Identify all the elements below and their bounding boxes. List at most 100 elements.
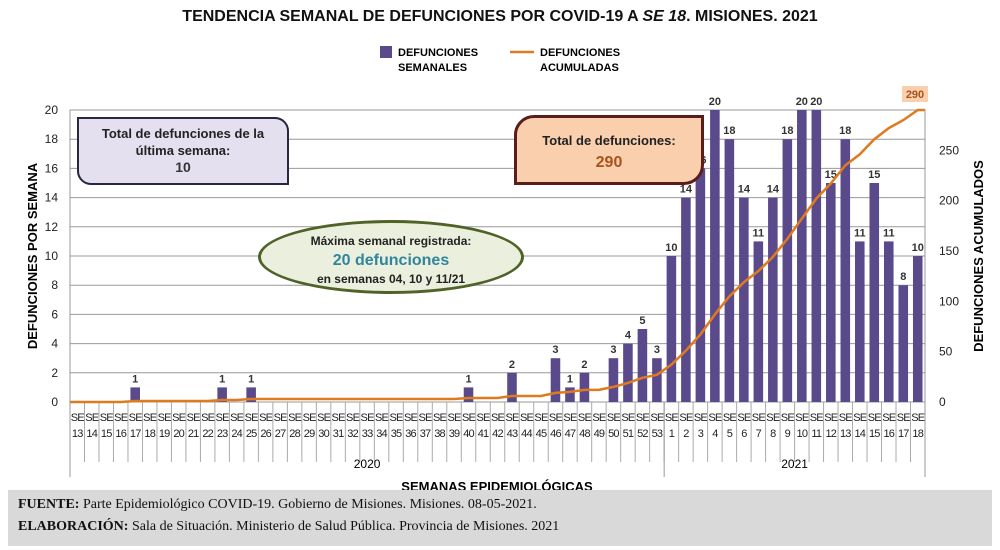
x-tick-label: 39 [449,428,460,440]
y-left-tick-label: 18 [45,132,59,146]
x-tick-label: 29 [304,428,315,440]
legend-label-weekly: DEFUNCIONES [398,47,478,59]
x-tick-label: 45 [536,428,547,440]
x-tick-label: 17 [898,428,909,440]
last-week-box: Total de defunciones de la última semana… [77,117,289,185]
bar [565,387,575,402]
x-tick-label: 15 [101,428,112,440]
bar [840,139,851,402]
bar [130,387,140,402]
bar [912,256,923,402]
bar-data-label: 4 [625,330,632,342]
x-tick-label: 3 [698,428,704,440]
max-weeks: en semanas 04, 10 y 11/21 [316,272,466,286]
x-tick-label: 41 [478,428,489,440]
y-left-tick-label: 12 [45,220,59,234]
x-tick-prefix: SE [781,412,795,424]
x-tick-prefix: SE [317,412,331,424]
bar [463,387,474,402]
x-tick-prefix: SE [361,412,375,424]
legend-label-cumulative: ACUMULADAS [540,62,619,74]
bar-data-label: 1 [248,373,254,385]
total-label: Total de defunciones: [542,133,676,148]
y-right-tick-label: 0 [939,395,946,409]
bar [681,197,691,402]
x-tick-label: 12 [825,428,836,440]
x-tick-prefix: SE [375,412,389,424]
x-tick-label: 30 [318,428,329,440]
x-tick-label: 18 [912,428,923,440]
legend-bar-swatch [380,46,392,58]
x-tick-label: 36 [405,428,416,440]
y-left-tick-label: 20 [45,103,59,117]
x-tick-prefix: SE [752,412,766,424]
x-tick-label: 31 [333,428,344,440]
x-tick-label: 1 [669,428,675,440]
bar-data-label: 5 [639,315,645,327]
x-tick-label: 7 [756,428,762,440]
x-tick-prefix: SE [462,412,476,424]
x-tick-prefix: SE [143,412,157,424]
x-tick-prefix: SE [419,412,433,424]
x-tick-label: 19 [159,428,170,440]
max-box: Máxima semanal registrada: 20 defuncione… [258,220,524,294]
x-tick-prefix: SE [766,412,780,424]
x-tick-label: 44 [521,428,532,440]
bar-data-label: 2 [581,359,587,371]
x-tick-label: 32 [347,428,358,440]
footer: FUENTE: Parte Epidemiológico COVID-19. G… [8,490,992,546]
bar [637,329,648,402]
x-tick-label: 16 [883,428,894,440]
y-right-tick-label: 200 [939,194,959,208]
bar [811,110,822,402]
bar-data-label: 10 [665,242,677,254]
x-tick-prefix: SE [737,412,751,424]
x-tick-label: 46 [550,428,561,440]
chart-svg: 02468101214161820050100150200250DEFUNCIO… [25,46,986,490]
bar-data-label: 1 [132,373,138,385]
y-left-tick-label: 16 [45,161,59,175]
x-tick-prefix: SE [839,412,853,424]
bar [883,241,894,402]
x-tick-label: 21 [188,428,199,440]
y-left-tick-label: 2 [51,366,58,380]
bar-data-label: 2 [509,359,515,371]
y-left-tick-label: 0 [51,395,58,409]
bar-data-label: 14 [767,184,780,196]
bar [739,197,749,402]
x-tick-label: 34 [376,428,387,440]
x-tick-label: 26 [260,428,271,440]
x-tick-prefix: SE [911,412,925,424]
x-tick-prefix: SE [824,412,838,424]
x-tick-prefix: SE [187,412,201,424]
bar [826,183,836,402]
x-tick-prefix: SE [172,412,186,424]
x-tick-label: 17 [130,428,141,440]
total-box: Total de defunciones: 290 [514,115,704,185]
x-tick-label: 51 [623,428,634,440]
bar [550,358,561,402]
x-tick-prefix: SE [592,412,606,424]
x-tick-label: 14 [854,428,865,440]
x-tick-prefix: SE [679,412,693,424]
bar [710,110,720,402]
bar-data-label: 1 [219,373,225,385]
x-tick-prefix: SE [563,412,577,424]
bar [782,139,793,402]
x-tick-label: 4 [712,428,718,440]
y-left-tick-label: 14 [45,191,59,205]
bar-data-label: 18 [723,125,735,137]
max-value: 20 defunciones [332,252,450,269]
bar-data-label: 3 [654,344,660,356]
x-tick-label: 6 [741,428,747,440]
x-tick-prefix: SE [897,412,911,424]
chart-title: TENDENCIA SEMANAL DE DEFUNCIONES POR COV… [182,8,818,25]
y-right-tick-label: 50 [939,345,953,359]
bar-data-label: 8 [900,271,906,283]
bar-data-label: 1 [567,373,573,385]
x-tick-label: 49 [594,428,605,440]
x-tick-label: 10 [797,428,808,440]
elaboration-text: Sala de Situación. Ministerio de Salud P… [128,519,560,534]
bar-data-label: 11 [854,227,866,239]
y-left-axis-title: DEFUNCIONES POR SEMANA [25,162,40,349]
